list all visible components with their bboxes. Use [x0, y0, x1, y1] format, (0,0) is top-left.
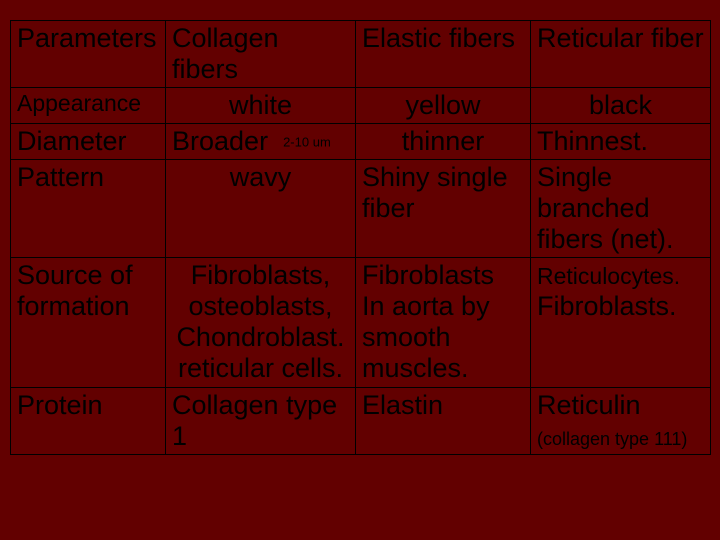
source-reticular-b: Fibroblasts.	[537, 291, 677, 321]
table-header-row: Parameters Collagen fibers Elastic fiber…	[11, 21, 711, 88]
appearance-reticular: black	[531, 88, 711, 124]
header-collagen: Collagen fibers	[166, 21, 356, 88]
label-appearance: Appearance	[11, 88, 166, 124]
protein-reticular: Reticulin (collagen type 111)	[531, 387, 711, 454]
diameter-collagen: Broader 2-10 um	[166, 124, 356, 160]
header-elastic: Elastic fibers	[356, 21, 531, 88]
protein-reticular-sub: (collagen type 111)	[537, 429, 687, 449]
row-diameter: Diameter Broader 2-10 um thinner Thinnes…	[11, 124, 711, 160]
diameter-elastic: thinner	[356, 124, 531, 160]
source-elastic: Fibroblasts In aorta by smooth muscles.	[356, 258, 531, 387]
appearance-elastic: yellow	[356, 88, 531, 124]
row-source: Source of formation Fibroblasts, osteobl…	[11, 258, 711, 387]
diameter-collagen-main: Broader	[172, 126, 268, 156]
slide: Parameters Collagen fibers Elastic fiber…	[0, 0, 720, 540]
diameter-collagen-sub: 2-10 um	[283, 135, 331, 150]
label-diameter: Diameter	[11, 124, 166, 160]
header-parameters: Parameters	[11, 21, 166, 88]
diameter-reticular: Thinnest.	[531, 124, 711, 160]
pattern-collagen: wavy	[166, 160, 356, 258]
label-source: Source of formation	[11, 258, 166, 387]
protein-collagen: Collagen type 1	[166, 387, 356, 454]
row-pattern: Pattern wavy Shiny single fiber Single b…	[11, 160, 711, 258]
protein-elastic: Elastin	[356, 387, 531, 454]
row-protein: Protein Collagen type 1 Elastin Reticuli…	[11, 387, 711, 454]
source-reticular-a: Reticulocytes.	[537, 263, 680, 289]
fiber-comparison-table: Parameters Collagen fibers Elastic fiber…	[10, 20, 711, 455]
pattern-reticular: Single branched fibers (net).	[531, 160, 711, 258]
protein-reticular-main: Reticulin	[537, 390, 641, 420]
label-pattern: Pattern	[11, 160, 166, 258]
appearance-collagen: white	[166, 88, 356, 124]
row-appearance: Appearance white yellow black	[11, 88, 711, 124]
source-reticular: Reticulocytes. Fibroblasts.	[531, 258, 711, 387]
pattern-elastic: Shiny single fiber	[356, 160, 531, 258]
label-protein: Protein	[11, 387, 166, 454]
source-collagen: Fibroblasts, osteoblasts, Chondroblast. …	[166, 258, 356, 387]
header-reticular: Reticular fiber	[531, 21, 711, 88]
